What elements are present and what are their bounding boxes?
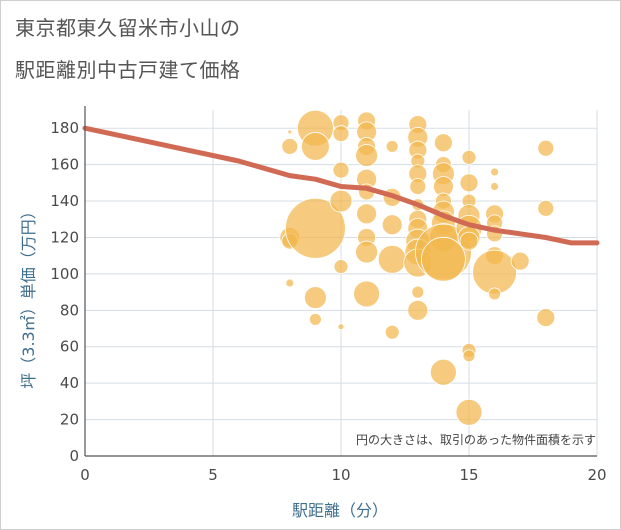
x-tick-labels: 0 5 10 15 20: [80, 466, 606, 484]
bubble-19: [355, 144, 379, 167]
y-tick-4: 80: [60, 301, 79, 319]
y-axis-label: 坪（3.3㎡）単価（万円）: [19, 203, 38, 389]
bubble-57: [459, 173, 479, 193]
x-tick-0: 0: [80, 466, 90, 484]
bubble-56: [461, 149, 477, 165]
x-tick-4: 20: [587, 466, 606, 484]
x-axis-label: 駅距離（分）: [291, 501, 389, 520]
bubble-55: [429, 358, 457, 386]
trend-line: [82, 125, 600, 246]
bubble-13: [329, 189, 353, 213]
y-tick-1: 20: [60, 411, 79, 429]
y-tick-6: 120: [50, 228, 79, 246]
bubble-15: [337, 323, 345, 331]
y-tick-9: 180: [50, 119, 79, 137]
bubble-25: [353, 280, 381, 308]
bubble-44: [407, 299, 429, 321]
bubble-72: [472, 249, 518, 295]
bubble-11: [332, 125, 350, 143]
bubble-7: [284, 197, 346, 259]
y-tick-8: 160: [50, 156, 79, 174]
bubble-43: [411, 285, 425, 299]
bubble-9: [308, 313, 322, 326]
bubble-64: [462, 349, 476, 363]
bubble-30: [384, 324, 400, 340]
bubble-74: [510, 251, 530, 271]
bubble-3: [281, 138, 299, 155]
bubble-62: [459, 231, 479, 251]
bubble-8: [303, 286, 327, 309]
bubble-14: [333, 259, 349, 275]
bubble-65: [455, 398, 483, 426]
bubble-29: [377, 244, 407, 274]
y-tick-5: 100: [50, 265, 79, 283]
bubble-24: [355, 240, 379, 264]
y-tick-labels: 0 20 40 60 80 100 120 140 160 180: [50, 119, 79, 465]
bubble-6: [300, 132, 330, 161]
trend-line-group: [82, 125, 600, 246]
bubble-73: [488, 287, 502, 301]
x-tick-2: 10: [331, 466, 350, 484]
bubble-size-note: 円の大きさは、取引のあった物件面積を示す: [355, 433, 596, 447]
bubbles: [279, 109, 556, 426]
bubble-12: [332, 161, 350, 179]
chart-title-line1: 東京都東久留米市小山の: [15, 16, 241, 40]
bubble-75: [537, 139, 555, 157]
bubble-36: [409, 178, 427, 195]
bubble-45: [433, 133, 453, 153]
bubble-66: [490, 167, 500, 177]
bubble-28: [381, 214, 403, 236]
x-tick-1: 5: [208, 466, 218, 484]
chart-title-line2: 駅距離別中古戸建て価格: [15, 58, 241, 82]
bubble-0: [285, 278, 295, 288]
axes: [84, 106, 597, 457]
y-tick-0: 0: [69, 447, 79, 465]
y-tick-2: 40: [60, 374, 79, 392]
bubble-67: [490, 182, 500, 191]
bubble-76: [537, 199, 555, 217]
bubble-4: [287, 129, 293, 135]
bubble-54: [420, 236, 466, 282]
x-tick-3: 15: [459, 466, 478, 484]
y-tick-7: 140: [50, 192, 79, 210]
bubble-77: [536, 308, 556, 328]
y-tick-3: 60: [60, 338, 79, 356]
bubble-22: [356, 203, 378, 225]
bubble-26: [385, 140, 399, 153]
